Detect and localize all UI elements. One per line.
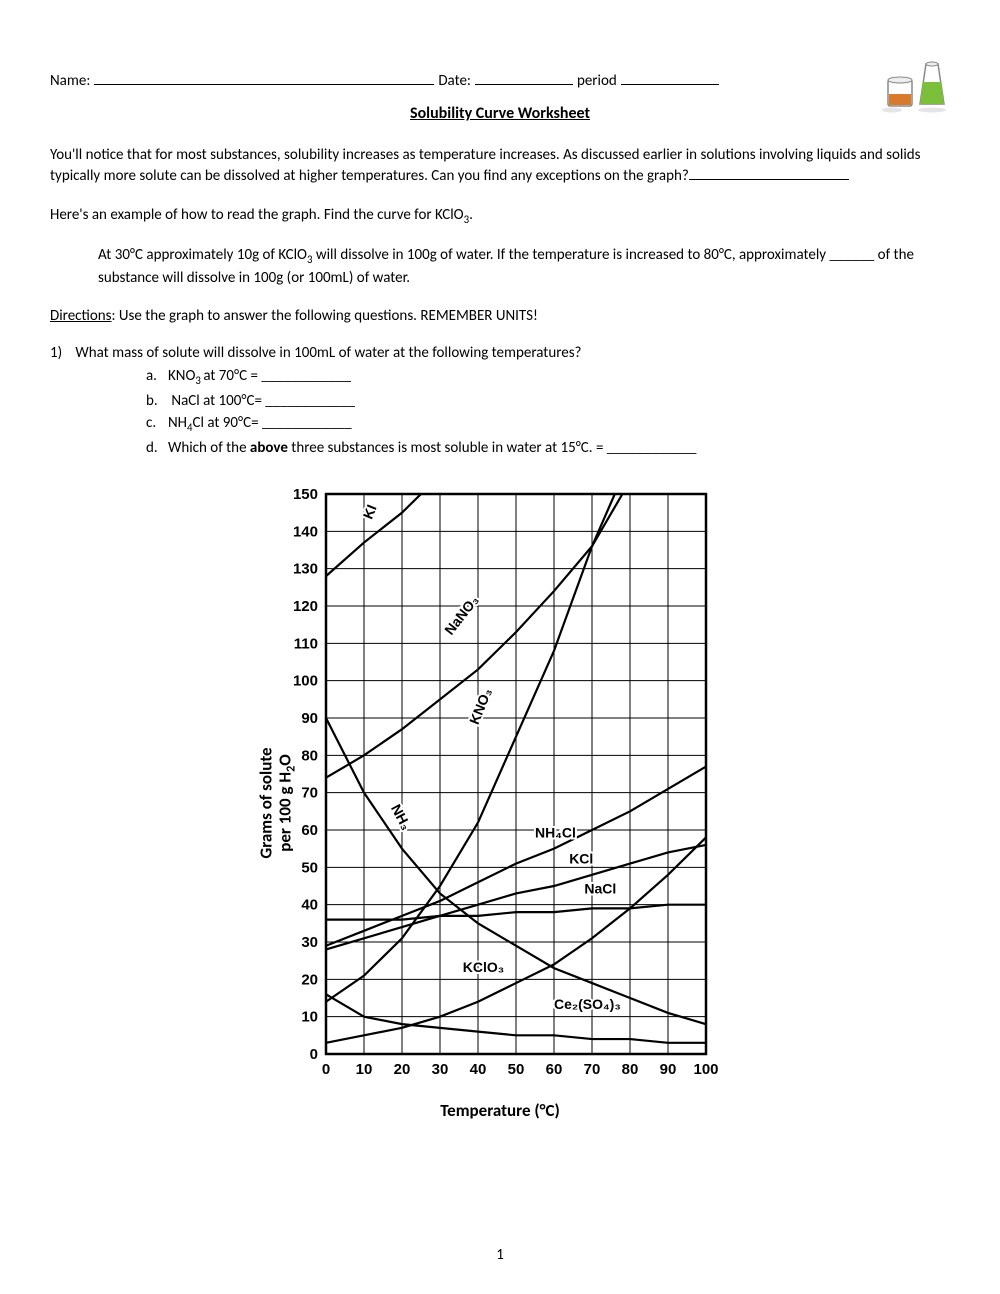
- svg-text:NH₄Cl: NH₄Cl: [535, 824, 576, 840]
- svg-text:NaCl: NaCl: [584, 880, 616, 896]
- beaker-icon: [882, 58, 952, 119]
- date-blank[interactable]: [475, 70, 573, 85]
- name-blank[interactable]: [94, 70, 434, 85]
- svg-text:KClO₃: KClO₃: [463, 959, 504, 975]
- svg-text:50: 50: [301, 859, 318, 876]
- q1-text: What mass of solute will dissolve in 100…: [75, 344, 581, 362]
- svg-text:130: 130: [293, 560, 318, 577]
- svg-text:60: 60: [546, 1061, 563, 1078]
- period-label: period: [577, 72, 617, 90]
- period-blank[interactable]: [621, 70, 719, 85]
- solubility-chart: Grams of solute per 100 g H2O 0102030405…: [270, 486, 730, 1121]
- svg-text:140: 140: [293, 523, 318, 540]
- svg-text:90: 90: [660, 1061, 677, 1078]
- svg-text:40: 40: [470, 1061, 487, 1078]
- svg-text:100: 100: [693, 1061, 718, 1078]
- svg-text:50: 50: [508, 1061, 525, 1078]
- directions: Directions: Use the graph to answer the …: [50, 306, 950, 326]
- svg-text:90: 90: [301, 710, 318, 727]
- header-fields: Name: Date: period: [50, 70, 950, 90]
- name-label: Name:: [50, 72, 90, 90]
- question-1: 1) What mass of solute will dissolve in …: [50, 344, 950, 458]
- svg-text:10: 10: [356, 1061, 373, 1078]
- svg-text:30: 30: [301, 934, 318, 951]
- svg-text:0: 0: [322, 1061, 330, 1078]
- svg-text:120: 120: [293, 598, 318, 615]
- example-body: At 30°C approximately 10g of KClO3 will …: [98, 245, 950, 288]
- svg-text:Ce₂(SO₄)₃: Ce₂(SO₄)₃: [554, 996, 621, 1012]
- q1-sub-item: a.KNO3 at 70°C = ____________: [146, 366, 950, 389]
- example-intro: Here's an example of how to read the gra…: [50, 205, 950, 228]
- svg-text:NH₃: NH₃: [388, 801, 415, 832]
- svg-text:70: 70: [301, 784, 318, 801]
- chart-ylabel: Grams of solute per 100 g H2O: [257, 748, 298, 859]
- svg-text:KI: KI: [360, 502, 380, 521]
- svg-text:NaNO₃: NaNO₃: [441, 592, 482, 638]
- svg-text:70: 70: [584, 1061, 601, 1078]
- svg-text:0: 0: [310, 1046, 318, 1063]
- svg-text:110: 110: [294, 635, 318, 652]
- intro-paragraph: You'll notice that for most substances, …: [50, 145, 950, 187]
- svg-text:10: 10: [301, 1008, 318, 1025]
- svg-text:KCl: KCl: [569, 850, 593, 866]
- svg-text:30: 30: [432, 1061, 449, 1078]
- svg-text:60: 60: [301, 822, 318, 839]
- page-number: 1: [0, 1246, 1000, 1264]
- svg-text:40: 40: [301, 896, 318, 913]
- svg-text:80: 80: [622, 1061, 639, 1078]
- q1-sub-item: b. NaCl at 100°C= ____________: [146, 391, 950, 411]
- svg-text:KNO₃: KNO₃: [466, 685, 495, 726]
- date-label: Date:: [438, 72, 471, 90]
- svg-text:150: 150: [293, 486, 318, 503]
- q1-sub-item: d.Which of the above three substances is…: [146, 438, 950, 458]
- svg-text:100: 100: [293, 672, 318, 689]
- q1-sub-item: c.NH4Cl at 90°C= ____________: [146, 413, 950, 436]
- chart-xlabel: Temperature (°C): [270, 1100, 730, 1121]
- svg-text:20: 20: [301, 971, 318, 988]
- svg-text:80: 80: [301, 747, 318, 764]
- page-title: Solubility Curve Worksheet: [50, 104, 950, 123]
- svg-text:20: 20: [394, 1061, 411, 1078]
